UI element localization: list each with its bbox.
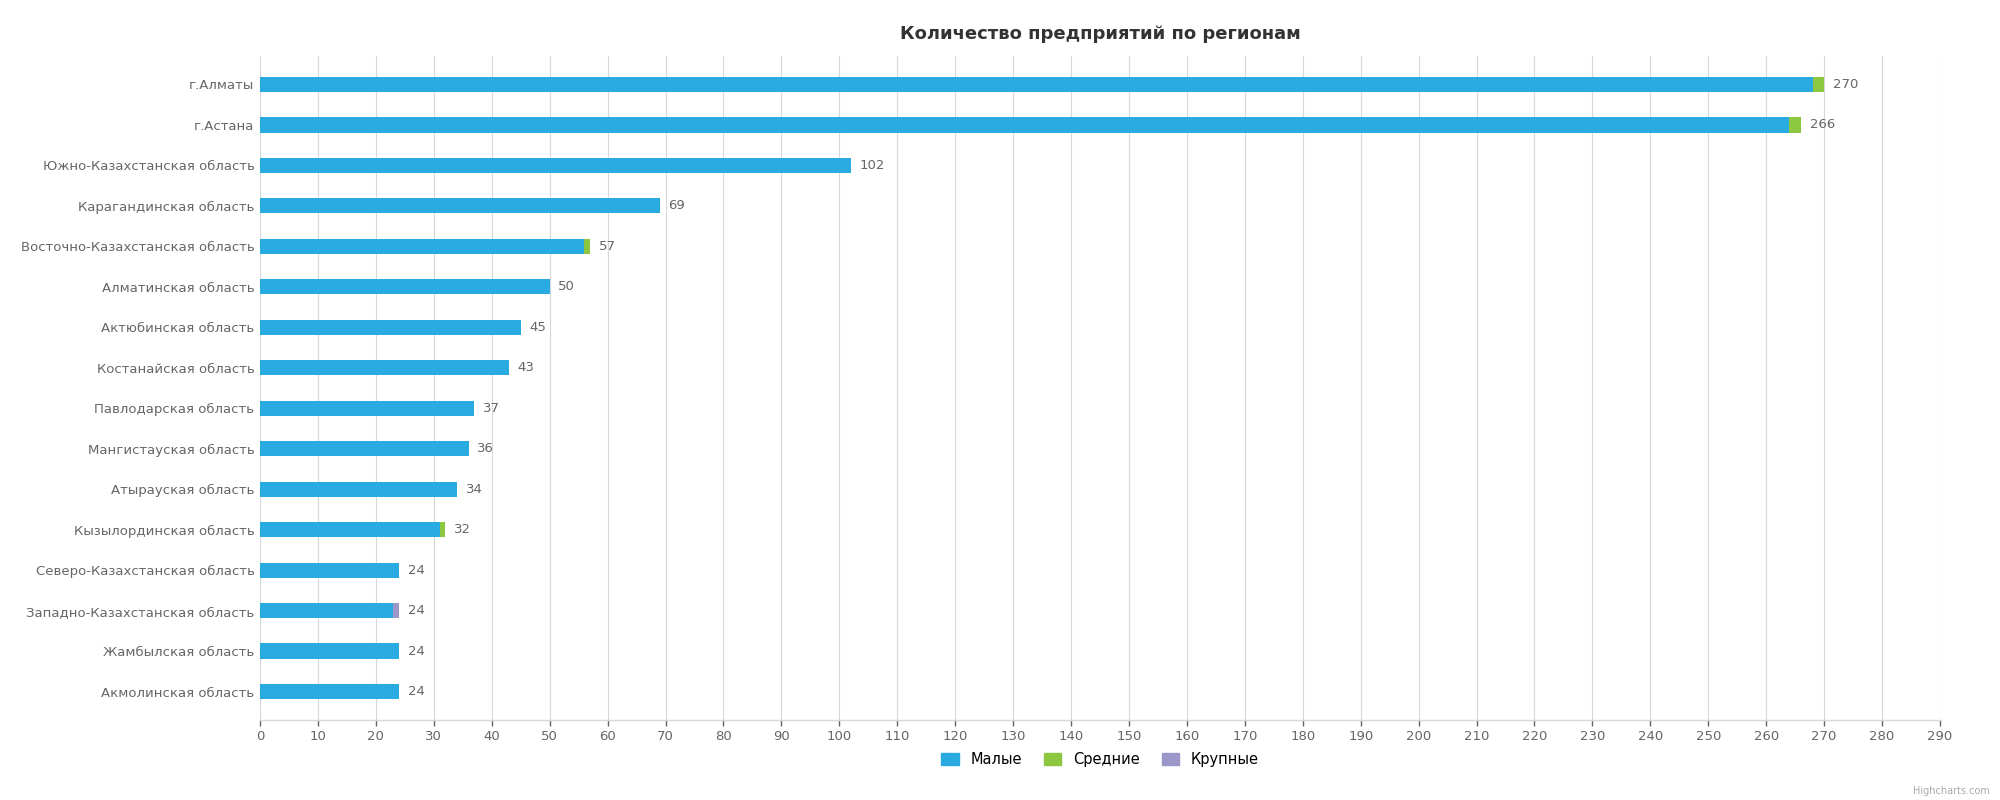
Text: 69: 69	[668, 199, 686, 212]
Text: 34: 34	[466, 482, 482, 496]
Text: 266: 266	[1810, 118, 1834, 131]
Bar	[440, 522, 446, 538]
Text: 102: 102	[860, 159, 884, 172]
Text: Highcharts.com: Highcharts.com	[1914, 786, 1990, 796]
Title: Количество предприятий по регионам: Количество предприятий по регионам	[900, 26, 1300, 43]
Bar	[584, 238, 590, 254]
Bar	[260, 684, 400, 699]
Text: 24: 24	[408, 564, 424, 577]
Text: 24: 24	[408, 604, 424, 617]
Text: 24: 24	[408, 645, 424, 658]
Text: 37: 37	[484, 402, 500, 414]
Bar	[260, 198, 660, 214]
Bar	[260, 522, 440, 538]
Text: 32: 32	[454, 523, 472, 536]
Text: 43: 43	[518, 362, 534, 374]
Bar	[260, 279, 550, 294]
Text: 50: 50	[558, 280, 576, 294]
Bar	[260, 482, 456, 497]
Legend: Малые, Средние, Крупные: Малые, Средние, Крупные	[936, 746, 1264, 773]
Bar	[260, 603, 394, 618]
Bar	[260, 319, 520, 335]
Bar	[260, 360, 510, 375]
Bar	[260, 117, 1790, 133]
Text: 24: 24	[408, 685, 424, 698]
Bar	[1790, 117, 1800, 133]
Bar	[260, 441, 468, 457]
Text: 36: 36	[478, 442, 494, 455]
Text: 45: 45	[530, 321, 546, 334]
Text: 57: 57	[598, 240, 616, 253]
Bar	[260, 562, 400, 578]
Bar	[394, 603, 400, 618]
Bar	[260, 77, 1812, 92]
Bar	[260, 158, 850, 173]
Text: 270: 270	[1832, 78, 1858, 91]
Bar	[260, 238, 584, 254]
Bar	[1812, 77, 1824, 92]
Bar	[260, 643, 400, 659]
Bar	[260, 401, 474, 416]
